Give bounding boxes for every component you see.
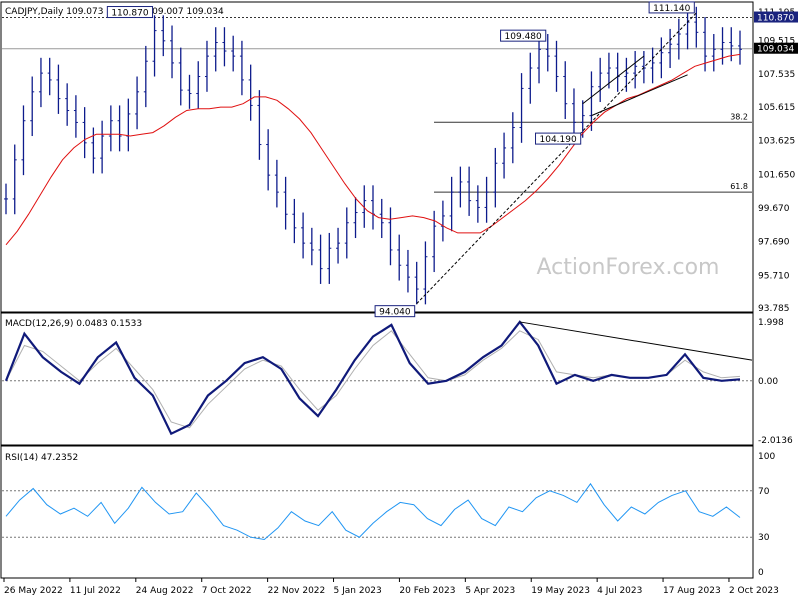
x-tick-label: 4 Jul 2023 <box>597 586 642 596</box>
rsi-y-tick: 100 <box>758 452 775 462</box>
watermark: ActionForex.com <box>537 255 720 280</box>
wedge-line-upper <box>582 55 645 105</box>
fib-label: 38.2 <box>730 112 748 121</box>
x-tick-label: 5 Jan 2023 <box>334 586 382 596</box>
x-tick-label: 24 Aug 2022 <box>136 586 194 596</box>
axis-price-tag-label: 109.034 <box>757 45 794 55</box>
price-annotation-label: 111.140 <box>653 4 690 14</box>
x-tick-label: 11 Jul 2022 <box>70 586 121 596</box>
macd-series <box>2 320 753 436</box>
price-annotation-label: 109.480 <box>505 32 542 42</box>
rsi-header: RSI(14) 47.2352 <box>5 453 78 463</box>
price-y-tick: 109.515 <box>758 37 795 47</box>
price-y-tick: 99.670 <box>758 204 790 214</box>
price-annotation-box <box>106 6 154 19</box>
price-y-tick: 93.785 <box>758 304 790 314</box>
macd-header: MACD(12,26,9) 0.0483 0.1533 <box>5 319 142 329</box>
price-annotation-label: 110.870 <box>111 9 148 19</box>
x-tick-label: 17 Aug 2023 <box>663 586 721 596</box>
x-tick-label: 19 May 2023 <box>531 586 590 596</box>
fib-label: 61.8 <box>730 182 748 191</box>
macd-y-tick: 0.00 <box>758 377 778 387</box>
x-tick-label: 2 Oct 2023 <box>729 586 779 596</box>
price-annotation-label: 104.190 <box>540 135 577 145</box>
price-y-tick: 101.650 <box>758 170 795 180</box>
x-tick-label: 7 Oct 2022 <box>202 586 252 596</box>
macd-line <box>4 320 741 436</box>
rsi-y-tick: 70 <box>758 487 770 497</box>
axes: 111.195109.515107.535105.615103.625101.6… <box>3 8 798 596</box>
price-y-tick: 105.615 <box>758 103 795 113</box>
price-annotation-box <box>500 29 547 42</box>
x-tick-label: 5 Apr 2023 <box>465 586 515 596</box>
rsi-line <box>5 482 741 541</box>
price-annotation-box <box>648 1 695 14</box>
price-y-tick: 103.625 <box>758 137 795 147</box>
axis-price-tag-label: 110.870 <box>757 14 794 24</box>
price-y-tick: 95.710 <box>758 271 790 281</box>
macd-trendline <box>519 321 753 361</box>
price-annotation-label: 94.040 <box>379 308 411 318</box>
x-tick-label: 20 Feb 2023 <box>399 586 455 596</box>
price-annotation-box <box>374 305 416 318</box>
price-annotation-box <box>535 132 582 145</box>
x-tick-label: 26 May 2022 <box>4 586 63 596</box>
rsi-panel <box>0 445 754 579</box>
wedge-line-lower <box>591 74 688 117</box>
price-series: 38.2 61.8 110.870 109.480 111.140 104.190 94.0… <box>2 1 752 318</box>
macd-y-tick: -2.0136 <box>758 436 793 446</box>
rsi-y-tick: 30 <box>758 533 770 543</box>
axis-price-tag <box>754 11 798 23</box>
macd-y-tick: 1.998 <box>758 318 784 328</box>
axis-price-tag <box>754 42 798 54</box>
rsi-y-tick: 0 <box>758 568 764 578</box>
trendline-support <box>416 12 697 305</box>
price-y-tick: 107.535 <box>758 70 795 80</box>
price-y-tick: 97.690 <box>758 238 790 248</box>
x-tick-label: 22 Nov 2022 <box>268 586 326 596</box>
rsi-series <box>2 482 752 541</box>
